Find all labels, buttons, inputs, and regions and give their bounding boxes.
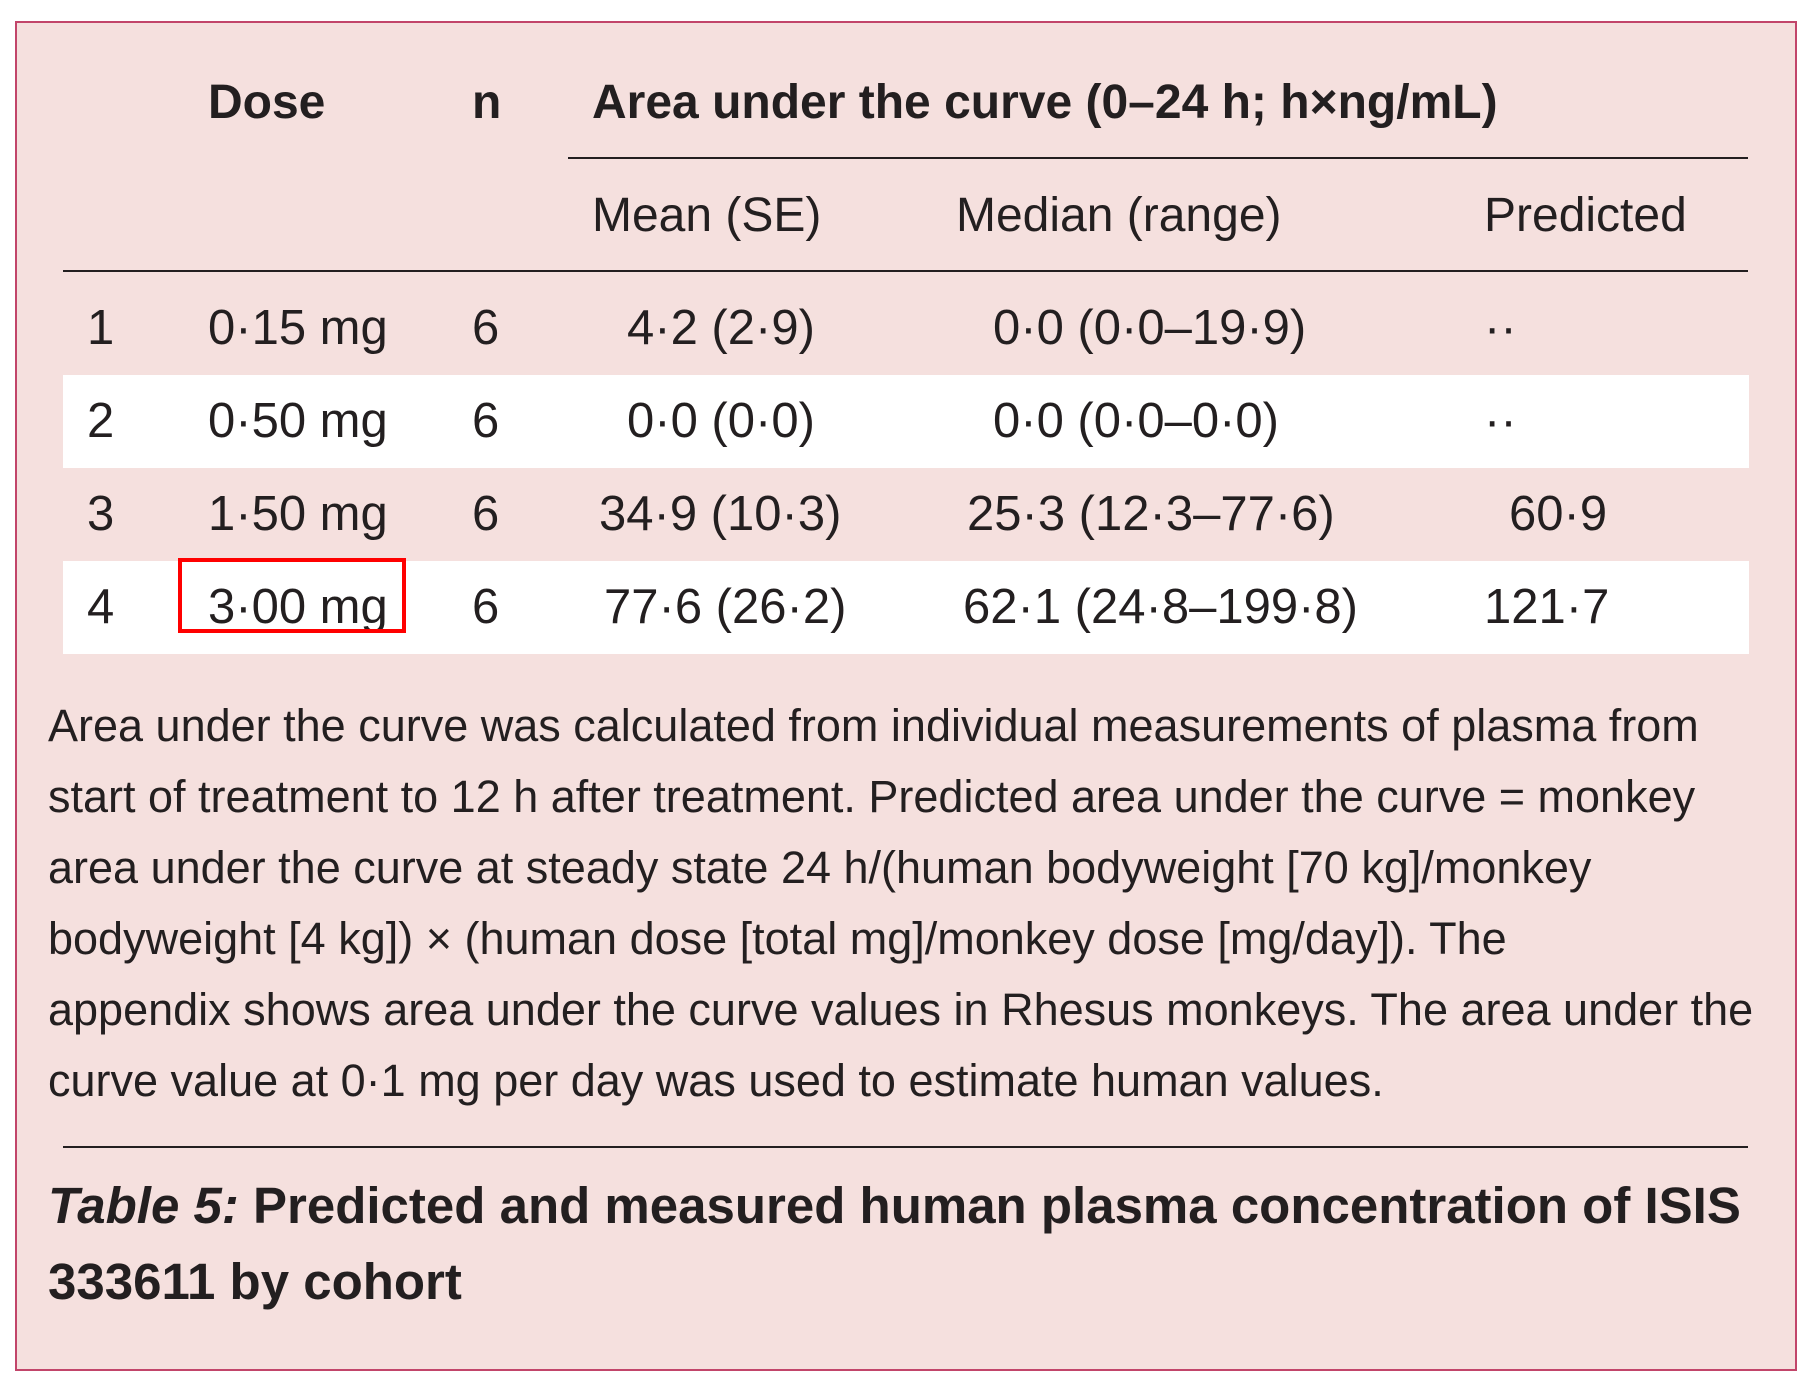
footnote-line: Area under the curve was calculated from… bbox=[48, 700, 1699, 751]
cohort-cell: 1 bbox=[87, 301, 115, 355]
predicted-cell: 121·7 bbox=[1484, 580, 1610, 634]
table-row: 4 3·00 mg 6 77·6 (26·2) 62·1 (24·8–199·8… bbox=[63, 561, 1749, 654]
predicted-cell: ·· bbox=[1484, 301, 1517, 355]
header-auc-group: Area under the curve (0–24 h; h×ng/mL) bbox=[592, 76, 1498, 129]
predicted-cell: ·· bbox=[1484, 394, 1517, 448]
caption-rule bbox=[63, 1146, 1748, 1148]
caption-title-continued: 333611 by cohort bbox=[48, 1253, 462, 1310]
footnote-line: area under the curve at steady state 24 … bbox=[48, 842, 1592, 893]
cohort-cell: 3 bbox=[87, 487, 115, 541]
n-cell: 6 bbox=[472, 394, 500, 448]
median-cell: 62·1 (24·8–199·8) bbox=[963, 580, 1358, 634]
table-row: 3 1·50 mg 6 34·9 (10·3) 25·3 (12·3–77·6)… bbox=[63, 468, 1749, 561]
mean-cell: 34·9 (10·3) bbox=[599, 487, 842, 541]
cohort-cell: 4 bbox=[87, 580, 115, 634]
table-footnote: Area under the curve was calculated from… bbox=[48, 690, 1754, 1116]
mean-cell: 0·0 (0·0) bbox=[627, 394, 815, 448]
n-cell: 6 bbox=[472, 301, 500, 355]
caption-label: Table 5: bbox=[48, 1177, 239, 1234]
table-caption: Table 5: Predicted and measured human pl… bbox=[48, 1168, 1748, 1320]
n-cell: 6 bbox=[472, 580, 500, 634]
header-mean: Mean (SE) bbox=[592, 189, 822, 242]
predicted-cell: 60·9 bbox=[1509, 487, 1608, 541]
header-rule bbox=[63, 270, 1748, 272]
footnote-line: bodyweight [4 kg]) × (human dose [total … bbox=[48, 913, 1507, 964]
mean-cell: 77·6 (26·2) bbox=[604, 580, 847, 634]
median-cell: 25·3 (12·3–77·6) bbox=[967, 487, 1335, 541]
header-median: Median (range) bbox=[956, 189, 1282, 242]
header-dose: Dose bbox=[208, 76, 326, 129]
header-n: n bbox=[472, 76, 502, 129]
footnote-line: appendix shows area under the curve valu… bbox=[48, 984, 1754, 1035]
mean-cell: 4·2 (2·9) bbox=[627, 301, 815, 355]
dose-cell: 1·50 mg bbox=[208, 487, 388, 541]
dose-cell: 0·15 mg bbox=[208, 301, 388, 355]
footnote-line: start of treatment to 12 h after treatme… bbox=[48, 771, 1696, 822]
header-predicted: Predicted bbox=[1484, 189, 1687, 242]
caption-title: Predicted and measured human plasma conc… bbox=[238, 1177, 1741, 1234]
median-cell: 0·0 (0·0–19·9) bbox=[993, 301, 1307, 355]
footnote-line: curve value at 0·1 mg per day was used t… bbox=[48, 1055, 1384, 1106]
table-row: 1 0·15 mg 6 4·2 (2·9) 0·0 (0·0–19·9) ·· bbox=[63, 282, 1749, 375]
cohort-cell: 2 bbox=[87, 394, 115, 448]
dose-cell: 3·00 mg bbox=[208, 580, 388, 634]
dose-highlight-box bbox=[178, 558, 406, 633]
n-cell: 6 bbox=[472, 487, 500, 541]
table-row: 2 0·50 mg 6 0·0 (0·0) 0·0 (0·0–0·0) ·· bbox=[63, 375, 1749, 468]
dose-cell: 0·50 mg bbox=[208, 394, 388, 448]
auc-group-rule bbox=[568, 157, 1748, 159]
median-cell: 0·0 (0·0–0·0) bbox=[993, 394, 1279, 448]
